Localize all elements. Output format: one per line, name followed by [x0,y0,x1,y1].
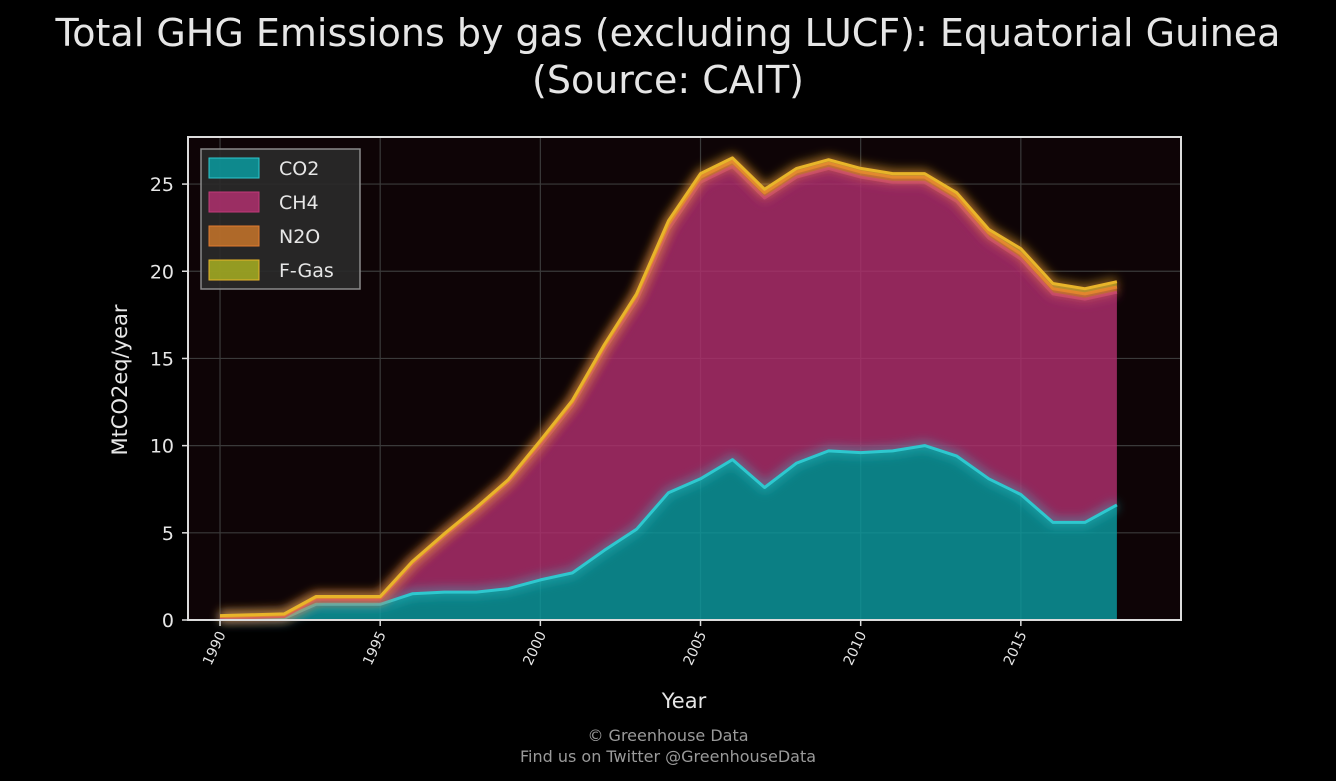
credit-line-1: © Greenhouse Data [587,726,748,745]
legend-swatch-f-gas [208,259,260,281]
x-tick-label: 2010 [841,629,871,668]
legend-label-ch4: CH4 [279,192,319,214]
line-layer [219,153,1120,623]
line-f-gas [219,156,1118,618]
y-axis-label: MtCO2eq/year [108,304,132,455]
legend-swatch-n2o [208,225,260,247]
credit-line-2: Find us on Twitter @GreenhouseData [520,747,816,766]
x-tick-label: 1995 [360,629,390,668]
legend: CO2 CH4 N2O F-Gas [200,148,361,290]
chart-subtitle: (Source: CAIT) [532,58,804,102]
x-tick-label: 2015 [1001,629,1031,668]
chart-title: Total GHG Emissions by gas (excluding LU… [55,11,1281,55]
x-axis-ticks: 1990 1995 2000 2005 2010 2015 [200,620,1030,668]
x-tick-label: 2005 [681,629,711,668]
area-co2 [220,445,1117,620]
x-tick-label: 1990 [200,629,230,668]
plot-frame [187,136,1182,621]
legend-label-co2: CO2 [279,158,319,180]
area-ch4 [220,166,1117,619]
y-tick-label: 15 [150,348,174,370]
legend-swatch-co2 [208,157,260,179]
area-layer [220,157,1117,620]
y-tick-label: 20 [150,261,174,283]
y-tick-label: 5 [162,523,174,545]
y-axis-ticks: 0 5 10 15 20 25 [150,174,188,632]
y-tick-label: 10 [150,436,174,458]
x-tick-label: 2000 [520,629,550,668]
y-tick-label: 0 [162,610,174,632]
line-co2 [220,444,1118,620]
y-tick-label: 25 [150,174,174,196]
legend-swatch-ch4 [208,191,260,213]
x-axis-label: Year [661,689,707,713]
legend-label-n2o: N2O [279,226,320,248]
legend-label-f-gas: F-Gas [279,260,334,282]
